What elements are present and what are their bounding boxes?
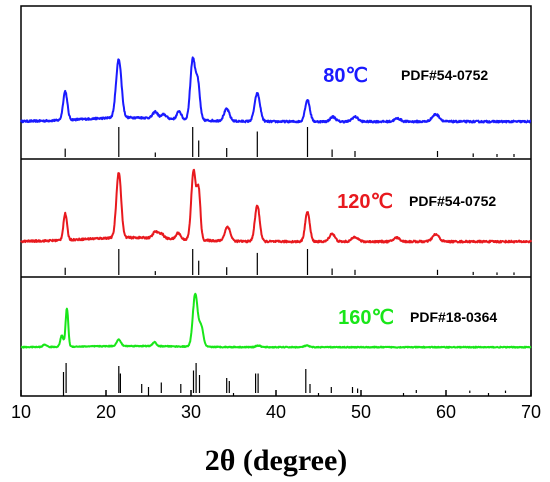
pdf-label-80: PDF#54-0752 <box>401 67 488 83</box>
x-tick-label-70: 70 <box>521 402 541 422</box>
temp-label-160: 160℃ <box>338 307 394 329</box>
x-tick-label-10: 10 <box>11 402 31 422</box>
chart-labels: 80℃ PDF#54-0752 120℃ PDF#54-0752 160℃ PD… <box>205 65 498 477</box>
x-tick-label-30: 30 <box>181 402 201 422</box>
series-line-2 <box>20 168 532 244</box>
x-tick-label-60: 60 <box>436 402 456 422</box>
x-tick-label-40: 40 <box>266 402 286 422</box>
x-tick-label-50: 50 <box>351 402 371 422</box>
pdf-label-120: PDF#54-0752 <box>409 193 496 209</box>
series-line-3 <box>20 292 532 349</box>
temp-label-120: 120℃ <box>337 191 393 213</box>
x-axis-label: 2θ (degree) <box>205 444 348 477</box>
pdf-label-160: PDF#18-0364 <box>410 309 497 325</box>
series-line-1 <box>20 56 532 124</box>
x-tick-label-20: 20 <box>96 402 116 422</box>
temp-label-80: 80℃ <box>323 65 368 87</box>
chart-marks: 10 20 30 40 50 60 70 <box>11 56 541 422</box>
